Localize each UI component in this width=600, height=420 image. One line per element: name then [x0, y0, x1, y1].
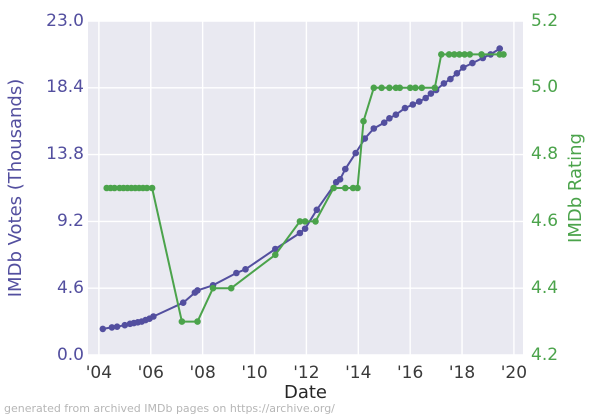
x-tick-label: '08: [189, 363, 216, 383]
rating-point-marker: [451, 51, 458, 58]
rating-point-marker: [354, 184, 361, 192]
votes-point-marker: [99, 325, 107, 333]
rating-point-marker: [396, 84, 404, 92]
votes-points: [99, 45, 504, 333]
rating-point-marker: [194, 318, 201, 325]
left-tick-label: 4.6: [56, 277, 84, 298]
votes-point-marker: [415, 98, 423, 105]
x-tick-label: '14: [345, 363, 372, 383]
votes-point-marker: [427, 90, 435, 97]
x-tick-label: '18: [448, 363, 476, 383]
x-axis-title: Date: [283, 382, 328, 403]
rating-point-marker: [466, 51, 474, 58]
votes-point-marker: [242, 266, 249, 273]
right-tick-label: 5.2: [531, 10, 559, 31]
votes-point-marker: [313, 206, 321, 214]
votes-point-marker: [121, 321, 129, 329]
rating-point-marker: [360, 117, 367, 125]
rating-point-marker: [143, 184, 151, 192]
left-tick-label: 13.8: [46, 144, 84, 165]
x-tick-label: '06: [137, 363, 164, 383]
votes-point-marker: [447, 75, 454, 83]
votes-point-marker: [440, 80, 448, 87]
rating-point-marker: [272, 251, 279, 259]
right-axis-title: IMDb Rating: [565, 133, 586, 243]
rating-point-marker: [312, 218, 319, 225]
votes-point-marker: [342, 165, 349, 173]
right-tick-label: 4.4: [531, 277, 559, 298]
votes-point-marker: [296, 229, 304, 237]
x-tick-label: '16: [397, 363, 424, 383]
left-axis-title: IMDb Votes (Thousands): [5, 78, 26, 298]
rating-point-marker: [301, 218, 309, 225]
rating-point-marker: [209, 284, 217, 292]
footer-note: generated from archived IMDb pages on ht…: [4, 402, 335, 415]
votes-point-marker: [392, 111, 400, 118]
x-tick-label: '12: [293, 363, 320, 383]
rating-point-marker: [111, 184, 118, 192]
rating-point-marker: [342, 184, 349, 192]
votes-point-marker: [194, 287, 201, 294]
votes-point-marker: [460, 64, 467, 71]
rating-point-marker: [178, 318, 186, 325]
rating-point-marker: [438, 51, 445, 58]
rating-point-marker: [227, 284, 235, 292]
votes-point-marker: [422, 94, 430, 102]
plot-area: [88, 20, 523, 356]
rating-point-marker: [296, 218, 304, 225]
rating-point-marker: [456, 51, 463, 58]
votes-point-marker: [401, 104, 409, 112]
votes-point-marker: [370, 125, 378, 132]
rating-point-marker: [445, 51, 453, 58]
rating-point-marker: [478, 51, 485, 58]
rating-point-marker: [500, 51, 507, 58]
rating-points: [103, 51, 507, 325]
votes-point-marker: [469, 59, 476, 67]
votes-point-marker: [336, 176, 344, 183]
votes-point-marker: [108, 324, 116, 331]
votes-point-marker: [352, 149, 360, 157]
votes-point-marker: [453, 70, 461, 77]
rating-point-marker: [412, 84, 419, 92]
right-tick-label: 5.0: [531, 77, 559, 98]
left-tick-label: 23.0: [46, 10, 84, 31]
votes-point-marker: [233, 269, 240, 277]
votes-point-marker: [150, 313, 157, 320]
rating-point-marker: [148, 184, 156, 192]
x-tick-label: '04: [85, 363, 113, 383]
x-tick-label: '10: [241, 363, 268, 383]
left-tick-label: 18.4: [46, 77, 84, 98]
left-tick-label: 9.2: [56, 210, 84, 231]
right-tick-label: 4.6: [531, 210, 559, 231]
right-tick-label: 4.8: [531, 144, 559, 165]
rating-point-marker: [431, 84, 439, 92]
votes-point-marker: [386, 115, 393, 122]
rating-point-marker: [406, 84, 414, 92]
votes-point-marker: [409, 101, 417, 108]
chart-canvas: [88, 20, 523, 356]
rating-point-marker: [330, 184, 337, 192]
rating-point-marker: [378, 84, 385, 92]
votes-point-marker: [496, 45, 504, 52]
left-tick-label: 0.0: [56, 344, 84, 365]
votes-point-marker: [179, 299, 187, 307]
votes-point-marker: [301, 225, 309, 232]
votes-point-marker: [380, 119, 388, 126]
rating-point-marker: [418, 84, 426, 92]
rating-point-marker: [461, 51, 468, 58]
votes-point-marker: [113, 323, 121, 331]
rating-point-marker: [386, 84, 393, 92]
right-tick-label: 4.2: [531, 344, 559, 365]
rating-point-marker: [370, 84, 378, 92]
x-tick-label: '20: [500, 363, 528, 383]
votes-point-marker: [361, 135, 369, 142]
votes-point-marker: [272, 245, 279, 253]
